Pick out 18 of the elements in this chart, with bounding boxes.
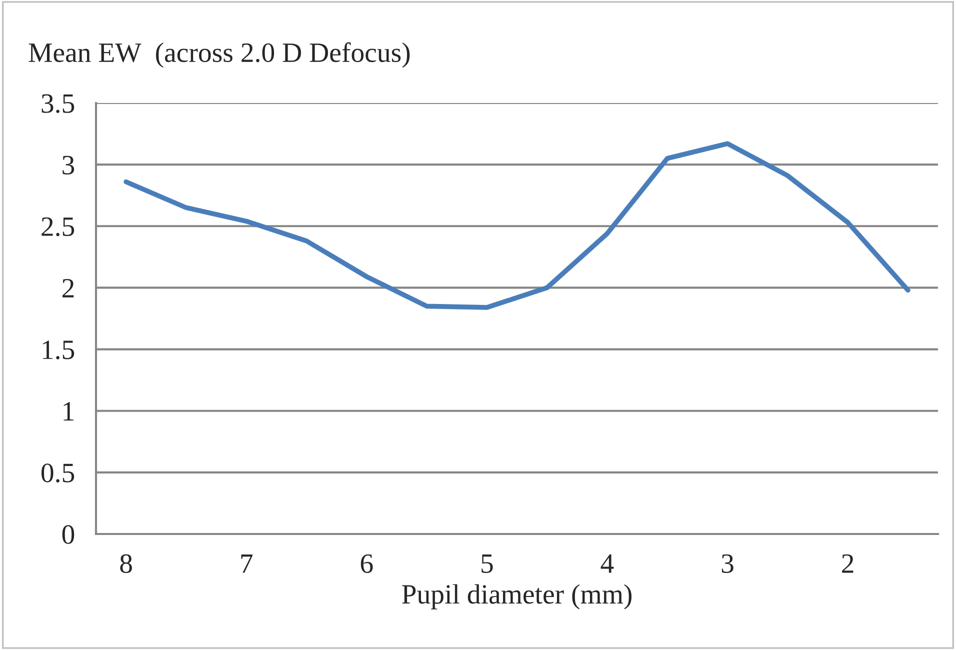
chart-title: Mean EW (across 2.0 D Defocus) bbox=[28, 42, 410, 68]
x-tick-label: 6 bbox=[360, 554, 373, 573]
x-tick-label: 3 bbox=[722, 554, 734, 573]
y-tick-label: 3.5 bbox=[42, 94, 74, 114]
y-tick-label: 1 bbox=[64, 402, 74, 420]
x-tick-label: 8 bbox=[120, 554, 132, 573]
y-tick-label: 1.5 bbox=[42, 340, 74, 360]
line-series bbox=[124, 141, 910, 310]
x-axis-title: Pupil diameter (mm) bbox=[402, 584, 632, 610]
x-tick-label: 4 bbox=[600, 554, 614, 573]
x-tick-label: 7 bbox=[241, 554, 253, 573]
x-tick-label: 5 bbox=[482, 554, 493, 573]
y-tick-label: 0 bbox=[62, 525, 74, 544]
y-tick-label: 0.5 bbox=[42, 464, 74, 482]
x-tick-label: 2 bbox=[842, 554, 854, 573]
y-tick-label: 2.5 bbox=[42, 217, 74, 236]
y-tick-label: 3 bbox=[62, 156, 74, 174]
y-tick-label: 2 bbox=[62, 278, 74, 298]
